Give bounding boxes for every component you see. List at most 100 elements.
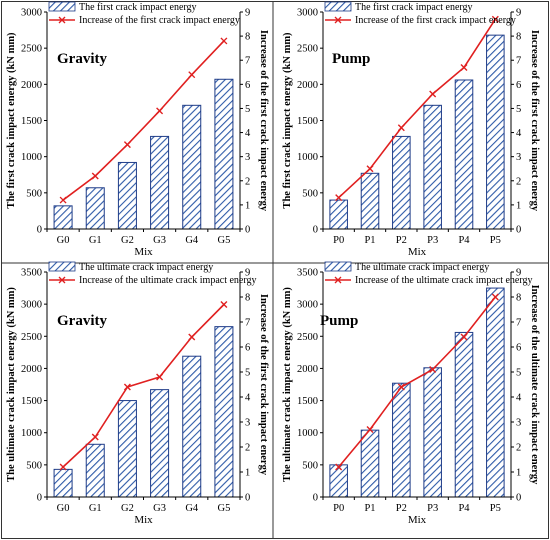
x-axis-label: Mix xyxy=(408,514,427,526)
x-axis-label: Mix xyxy=(134,514,153,526)
chart-panel-4: 0 500 1000 1500 2000 2500 3000 3500 0 1 2 3 4 5 6 7 8 9 P0… xyxy=(282,261,540,526)
y-tick-label: 500 xyxy=(302,460,318,471)
point-stroke xyxy=(123,141,131,149)
legend-bar-label: The first crack impact energy xyxy=(79,2,197,13)
y-tick-label: 0 xyxy=(37,225,42,236)
y-tick-label: 2500 xyxy=(297,44,318,55)
line-point-p1 xyxy=(366,426,374,433)
y2-tick-label: 1 xyxy=(245,468,250,479)
y2-tick-label: 7 xyxy=(516,56,521,67)
y2-tick-label: 7 xyxy=(245,56,250,67)
y2-tick-label: 0 xyxy=(516,493,521,504)
y2-tick-label: 6 xyxy=(245,343,250,354)
y-tick-label: 0 xyxy=(313,225,318,236)
y-tick-label: 1500 xyxy=(21,396,42,407)
y2-tick-label: 7 xyxy=(245,318,250,329)
y-tick-label: 2000 xyxy=(297,80,318,91)
x-tick-label: P3 xyxy=(427,235,438,246)
y-tick-label: 3000 xyxy=(297,300,318,311)
bar-g0 xyxy=(53,468,73,498)
point-stroke xyxy=(156,373,164,381)
x-axis-label: Mix xyxy=(134,246,153,258)
y-axis-label: The ultimate crack impact energy (kN mm) xyxy=(6,287,17,482)
x-tick-label: G4 xyxy=(185,235,199,246)
y2-tick-label: 6 xyxy=(516,343,521,354)
y-tick-label: 500 xyxy=(26,460,42,471)
bar-g3 xyxy=(150,389,170,498)
y2-tick-label: 9 xyxy=(245,8,250,19)
legend-line-label: Increase of the first crack impact energ… xyxy=(79,15,240,26)
legend-line-marker xyxy=(58,276,66,284)
x-tick-label: G2 xyxy=(121,503,134,514)
x-tick-label: G3 xyxy=(153,235,166,246)
y-tick-label: 1000 xyxy=(297,152,318,163)
y2-tick-label: 1 xyxy=(516,200,521,211)
series-line xyxy=(338,296,496,468)
line-point-p5 xyxy=(491,293,499,301)
y2-tick-label: 3 xyxy=(516,418,521,429)
y-tick-label: 3000 xyxy=(21,300,42,311)
point-stroke xyxy=(220,37,228,45)
x-tick-label: P4 xyxy=(458,503,470,514)
line-point-p3 xyxy=(429,90,437,98)
bar-g2 xyxy=(117,161,137,230)
line-point-g0 xyxy=(59,463,67,471)
line-point-p3 xyxy=(429,366,437,373)
legend-bar-swatch xyxy=(324,1,352,12)
x-tick-label: G3 xyxy=(153,503,166,514)
y2-tick-label: 6 xyxy=(516,80,521,91)
bar-g5 xyxy=(214,326,234,498)
y2-tick-label: 5 xyxy=(245,104,250,115)
line-point-p5 xyxy=(491,15,499,23)
y2-tick-label: 9 xyxy=(516,8,521,19)
y2-tick-label: 8 xyxy=(516,293,521,304)
y-tick-label: 2000 xyxy=(21,80,42,91)
y2-tick-label: 8 xyxy=(516,32,521,43)
line-point-g3 xyxy=(156,373,164,381)
y2-axis-label: Increase of the ultimate crack impact en… xyxy=(529,285,540,486)
x-tick-label: G5 xyxy=(217,235,230,246)
point-stroke xyxy=(429,366,437,373)
y-axis-label: The first crack impact energy (kN mm) xyxy=(282,32,293,209)
chart-panel-1: 0 500 1000 1500 2000 2500 3000 0 1 2 3 4 5 6 7 8 9 G0 G1 G2… xyxy=(6,1,269,258)
y2-axis-label: Increase of the first crack impact energ… xyxy=(258,30,269,212)
point-stroke xyxy=(91,433,99,441)
point-stroke xyxy=(91,172,99,180)
y2-tick-label: 2 xyxy=(516,443,521,454)
point-stroke xyxy=(188,71,196,79)
y-tick-label: 3500 xyxy=(297,268,318,279)
line-point-p2 xyxy=(397,383,405,391)
y2-tick-label: 3 xyxy=(245,152,250,163)
y-tick-label: 3000 xyxy=(297,8,318,19)
y2-tick-label: 6 xyxy=(245,80,250,91)
legend-bar-swatch xyxy=(48,1,76,12)
legend-line-marker xyxy=(334,16,342,24)
point-stroke xyxy=(429,90,437,98)
y-tick-label: 1000 xyxy=(21,428,42,439)
x-tick-label: G1 xyxy=(89,235,102,246)
y-tick-label: 2000 xyxy=(297,364,318,375)
y-tick-label: 2000 xyxy=(21,364,42,375)
bar-p2 xyxy=(392,135,411,230)
y-tick-label: 2500 xyxy=(21,44,42,55)
y2-tick-label: 2 xyxy=(245,176,250,187)
point-stroke xyxy=(335,194,343,202)
bar-p1 xyxy=(360,172,380,230)
point-stroke xyxy=(397,124,405,132)
bar-g4 xyxy=(182,355,202,498)
line-point-g2 xyxy=(123,383,131,391)
line-point-g5 xyxy=(220,37,228,45)
line-point-g1 xyxy=(91,433,99,441)
y2-tick-label: 4 xyxy=(245,393,251,404)
line-point-p0 xyxy=(335,463,343,471)
legend-line-label: Increase of the ultimate crack impact en… xyxy=(355,275,533,286)
y2-tick-label: 3 xyxy=(516,152,521,163)
x-tick-label: P5 xyxy=(490,503,501,514)
line-point-g4 xyxy=(188,333,196,341)
y2-tick-label: 8 xyxy=(245,32,250,43)
y2-tick-label: 0 xyxy=(516,225,521,236)
y2-axis-label: Increase of the first crack impact energ… xyxy=(529,30,540,212)
bar-p3 xyxy=(423,104,442,230)
point-stroke xyxy=(59,196,67,204)
y-tick-label: 2500 xyxy=(21,332,42,343)
